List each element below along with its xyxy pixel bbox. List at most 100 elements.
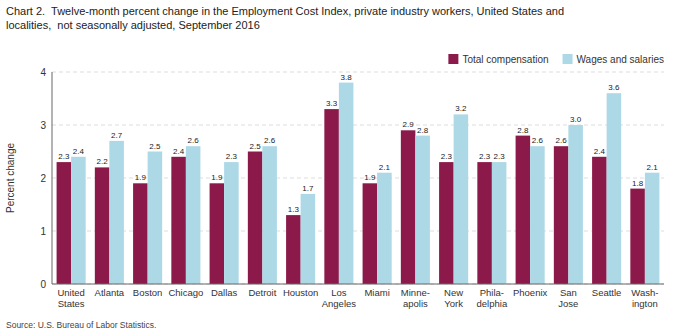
x-tick-label-line: Boston <box>133 287 163 298</box>
x-tick-label: Detroit <box>248 287 276 298</box>
x-tick-label: Wash-ington <box>631 287 658 309</box>
x-tick-label-line: Jose <box>558 298 578 309</box>
x-tick-label-line: United <box>57 287 84 298</box>
y-axis <box>52 72 53 284</box>
bar <box>363 183 378 284</box>
data-label: 1.9 <box>364 173 376 182</box>
x-tick-label-line: Phoenix <box>513 287 548 298</box>
x-tick-label: SanJose <box>558 287 578 309</box>
x-tick-label: Houston <box>283 287 318 298</box>
x-tick-label-line: Los <box>331 287 347 298</box>
x-tick-label-line: States <box>58 298 85 309</box>
data-labels: 2.32.21.92.41.92.51.33.31.92.92.32.32.82… <box>58 73 658 215</box>
bar <box>415 136 430 284</box>
data-label: 3.0 <box>570 115 582 124</box>
x-tick-label: Miami <box>364 287 389 298</box>
bar <box>339 83 354 284</box>
title: localities, not seasonally adjusted, Sep… <box>6 19 260 31</box>
data-label: 2.5 <box>250 142 262 151</box>
grid-line <box>52 72 664 73</box>
grid-line <box>52 284 664 285</box>
x-tick-label: LosAngeles <box>322 287 357 309</box>
data-label: 2.6 <box>556 136 568 145</box>
bar <box>301 194 316 284</box>
x-tick-label-line: Houston <box>283 287 318 298</box>
bar <box>109 141 124 284</box>
data-label: 1.7 <box>302 184 314 193</box>
bar <box>607 93 622 284</box>
bar <box>133 183 148 284</box>
x-tick-label-line: Minne- <box>401 287 430 298</box>
data-label: 1.8 <box>632 179 644 188</box>
bar <box>95 167 110 284</box>
bar <box>454 114 469 284</box>
x-tick-label: Dallas <box>211 287 238 298</box>
x-tick-label: Atlanta <box>95 287 125 298</box>
data-label: 2.5 <box>149 142 161 151</box>
bar <box>262 146 277 284</box>
data-label: 2.4 <box>594 147 606 156</box>
y-tick-label: 1 <box>40 226 46 237</box>
x-tick-label-line: San <box>560 287 577 298</box>
data-label: 2.6 <box>264 136 276 145</box>
bar <box>286 215 301 284</box>
data-label: 3.6 <box>608 83 620 92</box>
x-tick-label-line: Seattle <box>592 287 622 298</box>
bar <box>645 173 660 284</box>
source-note: Source: U.S. Bureau of Labor Statistics. <box>6 320 156 330</box>
legend-swatch <box>563 54 573 64</box>
x-tick-label-line: Phila- <box>480 287 504 298</box>
bar <box>439 162 454 284</box>
data-label: 3.8 <box>341 73 353 82</box>
bar <box>148 152 163 285</box>
data-label: 1.3 <box>288 205 300 214</box>
x-tick-label: Minne-apolis <box>401 287 430 309</box>
x-tick-label-line: Wash- <box>631 287 658 298</box>
data-label: 2.3 <box>226 152 238 161</box>
bar <box>57 162 72 284</box>
x-tick-label: Seattle <box>592 287 622 298</box>
x-tick-label: Phoenix <box>513 287 548 298</box>
bar <box>492 162 507 284</box>
data-label: 2.3 <box>479 152 491 161</box>
x-tick-label-line: apolis <box>403 298 428 309</box>
data-label: 1.9 <box>211 173 223 182</box>
data-label: 2.1 <box>647 163 659 172</box>
x-tick-label-line: Atlanta <box>95 287 125 298</box>
data-label: 2.2 <box>97 157 109 166</box>
data-label: 2.4 <box>73 147 85 156</box>
data-label: 2.3 <box>441 152 453 161</box>
grid <box>52 72 664 284</box>
legend: Total compensationWages and salaries <box>448 54 664 65</box>
data-label: 2.7 <box>111 131 123 140</box>
bar <box>516 136 531 284</box>
x-tick-label: Chicago <box>168 287 203 298</box>
data-label: 2.3 <box>494 152 506 161</box>
x-tick-label: Boston <box>133 287 163 298</box>
bar <box>530 146 545 284</box>
x-tick-label-line: Detroit <box>248 287 276 298</box>
bar <box>71 157 86 284</box>
data-label: 2.6 <box>188 136 200 145</box>
bar <box>377 173 392 284</box>
bar <box>171 157 186 284</box>
data-label: 3.3 <box>326 99 338 108</box>
bars <box>57 83 660 284</box>
x-axis <box>52 284 664 285</box>
y-tick-label: 4 <box>40 67 46 78</box>
bar <box>554 146 569 284</box>
data-label: 2.8 <box>417 126 429 135</box>
bar <box>324 109 339 284</box>
legend-label: Wages and salaries <box>577 54 664 65</box>
data-label: 3.2 <box>455 104 467 113</box>
x-tick-label-line: delphia <box>477 298 508 309</box>
x-tick-label-line: Angeles <box>322 298 357 309</box>
x-tick-label: UnitedStates <box>57 287 84 309</box>
bar <box>401 130 416 284</box>
bar <box>630 189 645 284</box>
data-label: 2.9 <box>403 120 415 129</box>
y-tick-label: 0 <box>40 279 46 290</box>
x-tick-label-line: Chicago <box>168 287 203 298</box>
data-label: 2.3 <box>58 152 70 161</box>
bar <box>568 125 583 284</box>
